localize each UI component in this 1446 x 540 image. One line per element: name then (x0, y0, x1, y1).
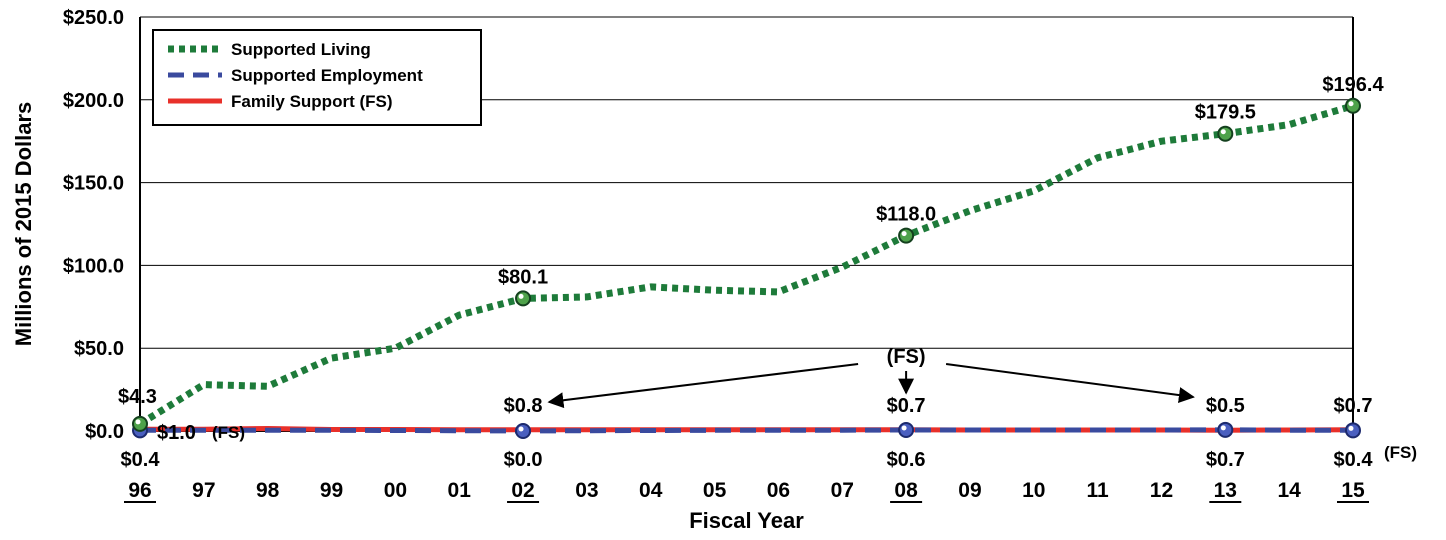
y-axis-ticks: $0.0 $50.0 $100.0 $150.0 $200.0 $250.0 (63, 7, 124, 443)
supported-living-point (132, 415, 148, 432)
family-support-value-label: $1.0 (157, 422, 196, 444)
family-support-value-label: $0.7 (887, 395, 926, 417)
point-highlight (901, 231, 907, 237)
x-tick-label: 03 (575, 479, 598, 502)
supported-living-value-label: $80.1 (498, 266, 548, 288)
y-tick-label: $250.0 (63, 7, 124, 29)
x-tick-label: 13 (1214, 479, 1237, 502)
x-tick-label: 00 (384, 479, 407, 502)
data-annotations: $4.3 $80.1 $118.0 $179.5 $196.4 $1.0 $0.8 $0.7 $… (118, 74, 1384, 471)
point-highlight (1348, 101, 1354, 107)
series-lines (138, 102, 1354, 434)
y-tick-label: $50.0 (74, 338, 124, 360)
x-tick-label: 99 (320, 479, 343, 502)
supported-living-value-label: $118.0 (876, 204, 936, 226)
x-tick-label: 05 (703, 479, 727, 502)
x-tick-label: 15 (1341, 479, 1365, 502)
supported-employment-value-label: $0.6 (887, 449, 926, 471)
point-highlight (901, 425, 907, 431)
supported-employment-point (898, 422, 915, 439)
y-axis-title: Millions of 2015 Dollars (11, 102, 36, 347)
x-tick-label: 08 (894, 479, 918, 502)
y-tick-label: $150.0 (63, 173, 124, 195)
highlight-markers (132, 97, 1361, 439)
legend-label: Family Support (FS) (231, 92, 393, 111)
x-tick-label: 06 (767, 479, 790, 502)
fs-label-96: (FS) (212, 423, 245, 442)
x-tick-label: 07 (831, 479, 854, 502)
family-support-value-label: $0.8 (504, 395, 543, 417)
x-tick-label: 97 (192, 479, 215, 502)
fs-label-15: (FS) (1384, 443, 1417, 462)
fs-arrow-13 (945, 363, 1195, 404)
x-tick-label: 12 (1150, 479, 1173, 502)
x-tick-label: 04 (639, 479, 663, 502)
point-highlight (135, 419, 141, 425)
supported-employment-value-label: $0.0 (504, 449, 543, 471)
point-highlight (1220, 129, 1226, 135)
point-highlight (1348, 425, 1354, 431)
x-tick-label: 98 (256, 479, 280, 502)
series-line-supported-employment (139, 427, 1354, 434)
x-tick-label: 01 (448, 479, 472, 502)
x-tick-label: 10 (1022, 479, 1045, 502)
supported-living-value-label: $4.3 (118, 386, 157, 408)
supported-employment-value-label: $0.4 (1334, 449, 1374, 471)
family-support-value-label: $0.7 (1334, 395, 1373, 417)
x-tick-label: 14 (1277, 479, 1301, 502)
x-tick-label: 02 (511, 479, 534, 502)
y-tick-label: $100.0 (63, 255, 124, 277)
supported-living-point (898, 227, 915, 244)
x-axis-title: Fiscal Year (689, 508, 804, 533)
point-highlight (1220, 425, 1226, 431)
family-support-value-label: $0.5 (1206, 395, 1245, 417)
fs-arrow-02 (547, 363, 859, 409)
supported-employment-point (1345, 422, 1361, 439)
legend: Supported Living Supported Employment Fami… (152, 29, 482, 126)
fs-callout: (FS) (FS) (FS) (212, 346, 1417, 462)
supported-living-value-label: $196.4 (1322, 74, 1384, 96)
supported-living-value-label: $179.5 (1195, 102, 1256, 124)
supported-living-point (1345, 97, 1361, 114)
x-tick-label: 96 (128, 479, 151, 502)
point-highlight (518, 426, 524, 432)
supported-employment-value-label: $0.4 (121, 449, 161, 471)
x-axis-ticks: 96 97 98 99 00 01 02 03 04 05 06 07 08 09 10 11 12 13 14 15 (124, 479, 1369, 503)
supported-employment-point (515, 423, 532, 439)
point-highlight (518, 293, 524, 299)
axis-titles: Fiscal Year Millions of 2015 Dollars (11, 102, 804, 533)
supported-employment-value-label: $0.7 (1206, 449, 1245, 471)
fs-callout-label: (FS) (887, 346, 926, 368)
supported-living-point (1217, 125, 1234, 142)
y-tick-label: $200.0 (63, 90, 124, 112)
legend-label: Supported Living (231, 40, 371, 59)
x-tick-label: 11 (1087, 479, 1110, 502)
y-tick-label: $0.0 (85, 421, 124, 443)
x-tick-label: 09 (958, 479, 981, 502)
series-line-supported-living (138, 102, 1354, 427)
legend-label: Supported Employment (231, 66, 423, 85)
supported-employment-point (1217, 421, 1234, 438)
supported-living-point (515, 290, 532, 307)
